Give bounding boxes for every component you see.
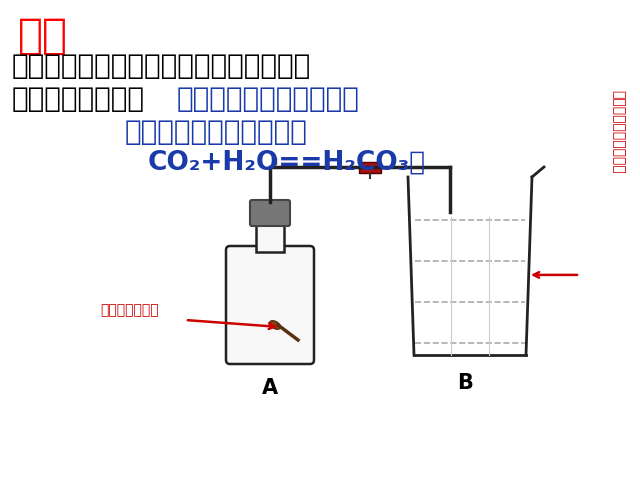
Text: 能和水反应生成酸，如：: 能和水反应生成酸，如： (125, 118, 308, 146)
Ellipse shape (269, 321, 280, 329)
FancyBboxPatch shape (250, 200, 290, 226)
Text: A: A (262, 378, 278, 398)
Text: 含有紫色石蕊的水溶液: 含有紫色石蕊的水溶液 (611, 90, 625, 174)
Bar (359, 161, 381, 172)
Text: CO₂+H₂O==H₂CO₃）: CO₂+H₂O==H₂CO₃） (148, 150, 426, 176)
Text: 什么现象，为什么: 什么现象，为什么 (12, 85, 145, 113)
Text: 过量燃着的红磷: 过量燃着的红磷 (100, 303, 159, 317)
Text: ？提示某些非金属氧化物: ？提示某些非金属氧化物 (177, 85, 360, 113)
Bar (256, 224, 284, 252)
Text: 思考: 思考 (18, 15, 68, 57)
FancyBboxPatch shape (226, 246, 314, 364)
Text: 按下图给出的条件进行实验，你能观察到: 按下图给出的条件进行实验，你能观察到 (12, 52, 311, 80)
Text: B: B (457, 373, 473, 393)
